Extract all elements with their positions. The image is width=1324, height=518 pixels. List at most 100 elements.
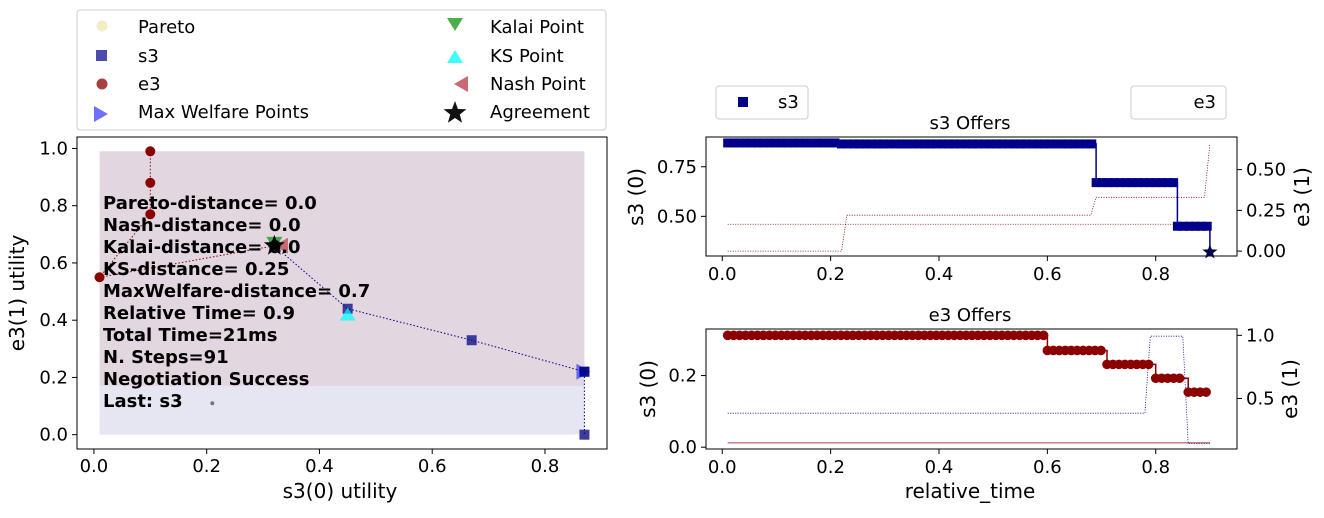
utility-legend: Pareto s3 e3 Max Welfare Points Kalai Po… [76, 9, 607, 131]
s3-offer-marker [932, 139, 942, 149]
s3-offer-marker [1115, 178, 1125, 188]
s3-offer-marker [1003, 139, 1013, 149]
s3-offer-marker [1109, 178, 1119, 188]
utility-x-label: s3(0) utility [283, 479, 398, 503]
legend-pareto-label: Pareto [138, 17, 195, 38]
x-tick-label: 0.6 [1033, 264, 1062, 285]
ks-point [339, 307, 356, 321]
legend-nash-marker [454, 76, 468, 92]
y-tick-label: 0.2 [39, 367, 68, 388]
s3-offers-plot: s3 e3 s3 Offers 0.0 0.2 0.4 0.6 0.80.500.750… [624, 85, 1314, 285]
s3-offers-y-label-right: e3 (1) [1290, 167, 1314, 227]
s3-offer-marker [782, 138, 792, 148]
y-tick-label-right: 0.25 [1246, 200, 1286, 221]
legend-e3-label: e3 [138, 74, 161, 95]
s3-offer-marker [914, 139, 924, 149]
e3-offers-axes-frame [705, 328, 1238, 450]
s3-offer-marker [1075, 139, 1085, 149]
s3-offers-legend-s3-label: s3 [778, 92, 799, 113]
s3-offers-legend-left [715, 85, 809, 120]
x-tick-label: 0.0 [80, 456, 109, 477]
legend-s3-label: s3 [138, 46, 159, 67]
s3-offer-marker [758, 138, 768, 148]
legend-ks-marker [447, 50, 463, 63]
x-tick-label: 0.8 [531, 456, 560, 477]
utility-y-ticks: 0.0 0.2 0.4 0.6 0.8 1.0 [39, 138, 77, 446]
legend-s3-marker [96, 50, 107, 61]
s3-offer-marker [938, 139, 948, 149]
s3-offers-y-label: s3 (0) [624, 168, 648, 226]
s3-offer-marker [1033, 139, 1043, 149]
s3-offer-marker [968, 139, 978, 149]
y-tick-label-right: 1.0 [1246, 325, 1275, 346]
annotation-line: Nash-distance= 0.0 [103, 215, 301, 236]
y-tick-label-right: 0.00 [1246, 241, 1286, 262]
s3-offer-marker [848, 139, 858, 149]
s3-offer-marker [1151, 178, 1161, 188]
x-tick-label: 0.4 [305, 456, 334, 477]
s3-offer-marker [1015, 139, 1025, 149]
s3-offers-ticks: 0.0 0.2 0.4 0.6 0.8 0.50 0.75 0.00 0.25 0.50 [657, 157, 1286, 285]
region-e3 [99, 151, 585, 387]
s3-offer-marker [991, 139, 1001, 149]
s3-offer-marker [884, 139, 894, 149]
x-tick-label: 0.4 [925, 264, 954, 285]
s3-offer-marker [788, 138, 798, 148]
s3-offer-marker [908, 139, 918, 149]
s3-utility-line [727, 335, 1210, 445]
s3-offer-marker [902, 139, 912, 149]
y-tick-label: 0.75 [657, 157, 697, 178]
y-tick-label: 0.2 [668, 366, 697, 387]
s3-offer-marker [1009, 139, 1019, 149]
s3-offer-marker [866, 139, 876, 149]
s3-offer-marker [836, 139, 846, 149]
e3-offers-x-label: relative_time [905, 479, 1036, 503]
s3-offer-marker [878, 139, 888, 149]
s3-offer-point [466, 335, 477, 346]
annotation-line: Relative Time= 0.9 [103, 303, 295, 324]
s3-offer-marker [1133, 178, 1143, 188]
legend-agreement-marker [443, 101, 467, 123]
agreement-marker [1202, 244, 1218, 259]
e3-offers-marks [722, 330, 1211, 445]
x-tick-label: 0.0 [708, 264, 737, 285]
s3-offer-marker [1169, 178, 1179, 188]
s3-offer-marker [776, 138, 786, 148]
x-tick-label: 0.8 [1141, 264, 1170, 285]
s3-offer-marker [1139, 178, 1149, 188]
agreement-point [263, 234, 285, 255]
s3-offer-marker [1039, 139, 1049, 149]
annotation-line: Pareto-distance= 0.0 [103, 193, 317, 214]
s3-offer-point [579, 366, 590, 377]
x-tick-label: 0.6 [1033, 457, 1062, 478]
e3-offer-marker [1096, 345, 1106, 356]
x-tick-label: 0.6 [418, 456, 447, 477]
annotation-line: Negotiation Success [103, 369, 309, 390]
y-tick-label-right: 0.5 [1246, 388, 1275, 409]
x-tick-label: 0.2 [816, 457, 845, 478]
s3-offer-marker [1021, 139, 1031, 149]
s3-offer-marker [741, 138, 751, 148]
s3-offer-marker [956, 139, 966, 149]
s3-offer-marker [985, 139, 995, 149]
legend-nash-label: Nash Point [490, 74, 586, 95]
s3-offer-marker [1063, 139, 1073, 149]
y-tick-label-right: 0.50 [1246, 160, 1286, 181]
legend-e3-marker [96, 78, 108, 90]
s3-offer-marker [1127, 178, 1137, 188]
s3-offer-marker [890, 139, 900, 149]
s3-offers-title: s3 Offers [930, 113, 1011, 134]
s3-offer-marker [944, 139, 954, 149]
y-tick-label: 0.6 [39, 253, 68, 274]
s3-offer-marker [1145, 178, 1155, 188]
s3-offer-marker [1121, 178, 1131, 188]
annotation-line: N. Steps=91 [103, 347, 229, 368]
s3-offer-marker [854, 139, 864, 149]
e3-offers-y-label-right: e3 (1) [1278, 359, 1302, 419]
utility-plot: 0.0 0.2 0.4 0.6 0.8 0.0 0.2 0.4 0.6 0.8 1.0 Paret… [5, 136, 608, 503]
s3-offer-marker [806, 138, 816, 148]
s3-offer-marker [997, 139, 1007, 149]
s3-offer-marker [1196, 221, 1206, 231]
s3-offers-axes-frame [705, 136, 1238, 257]
